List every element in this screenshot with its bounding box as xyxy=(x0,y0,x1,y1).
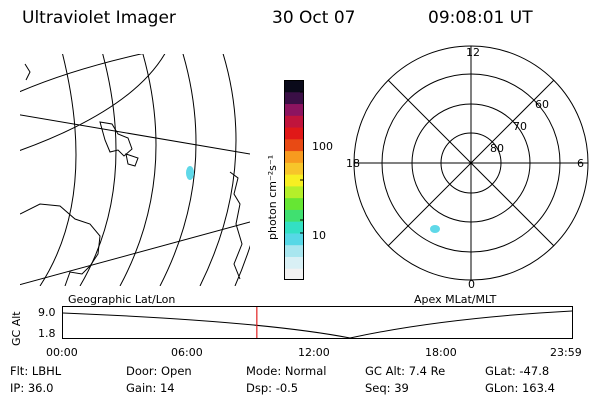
colorbar-segment xyxy=(284,185,304,199)
colorbar-segment xyxy=(284,103,304,116)
colorbar-unit-label: photon cm⁻²s⁻¹ xyxy=(266,154,279,240)
right-map-caption: Apex MLat/MLT xyxy=(414,293,497,306)
flt-value: LBHL xyxy=(31,364,62,378)
timeline-ytick-bottom: 1.8 xyxy=(38,327,56,340)
seq-label: Seq: xyxy=(365,381,391,395)
colorbar-segment xyxy=(284,150,304,163)
timeline-xtick-0: 00:00 xyxy=(46,346,78,359)
colorbar xyxy=(284,80,304,280)
colorbar-segment xyxy=(284,268,304,280)
colorbar-segment xyxy=(284,221,304,234)
aurora-spot xyxy=(186,166,194,180)
colorbar-segment xyxy=(284,232,304,246)
colorbar-segment xyxy=(284,115,304,128)
colorbar-tick-100: 100 xyxy=(312,140,333,153)
gcalt-label: GC Alt: xyxy=(365,364,406,378)
timeline-xtick-1: 06:00 xyxy=(171,346,203,359)
colorbar-segment xyxy=(284,209,304,222)
dsp-value: -0.5 xyxy=(275,381,299,395)
colorbar-segment xyxy=(284,127,304,140)
gain-label: Gain: xyxy=(126,381,157,395)
colorbar-segment xyxy=(284,244,304,257)
gain-value: 14 xyxy=(159,381,175,395)
lat-label-60: 60 xyxy=(535,98,549,111)
glat-label: GLat: xyxy=(485,364,516,378)
gcalt-value: 7.4 Re xyxy=(408,364,446,378)
colorbar-tick-10: 10 xyxy=(312,229,326,242)
mode-value: Normal xyxy=(284,364,327,378)
door-label: Door: xyxy=(126,364,158,378)
time-label: 09:08:01 UT xyxy=(428,8,533,28)
instrument-title: Ultraviolet Imager xyxy=(22,8,176,28)
colorbar-segment xyxy=(284,80,304,93)
mode-label: Mode: xyxy=(246,364,282,378)
colorbar-segment xyxy=(284,91,304,105)
timeline-xtick-3: 18:00 xyxy=(425,346,457,359)
geographic-map xyxy=(20,54,250,286)
timeline-plot xyxy=(62,306,573,339)
mlt-label-12: 12 xyxy=(466,46,480,59)
colorbar-segment xyxy=(284,162,304,175)
colorbar-segment xyxy=(284,256,304,269)
glon-value: 163.4 xyxy=(521,381,555,395)
timeline-xtick-4: 23:59 xyxy=(550,346,582,359)
polar-map xyxy=(353,45,589,281)
timeline-ylabel: GC Alt xyxy=(10,311,23,346)
glat-value: -47.8 xyxy=(519,364,550,378)
lat-label-70: 70 xyxy=(513,120,527,133)
mlt-label-6: 6 xyxy=(577,157,584,170)
colorbar-segment xyxy=(284,174,304,187)
timeline-xtick-2: 12:00 xyxy=(298,346,330,359)
ip-label: IP: xyxy=(10,381,25,395)
date-label: 30 Oct 07 xyxy=(272,8,356,28)
timeline-ytick-top: 9.0 xyxy=(38,306,56,319)
colorbar-segment xyxy=(284,138,304,152)
dsp-label: Dsp: xyxy=(246,381,273,395)
colorbar-segment xyxy=(284,197,304,210)
ip-value: 36.0 xyxy=(27,381,54,395)
mlt-label-0: 0 xyxy=(468,278,475,291)
mlt-label-18: 18 xyxy=(346,157,360,170)
glon-label: GLon: xyxy=(485,381,519,395)
flt-label: Flt: xyxy=(10,364,29,378)
left-map-caption: Geographic Lat/Lon xyxy=(68,293,176,306)
seq-value: 39 xyxy=(394,381,409,395)
lat-label-80: 80 xyxy=(490,142,504,155)
door-value: Open xyxy=(160,364,192,378)
polar-aurora-spot xyxy=(430,225,440,233)
